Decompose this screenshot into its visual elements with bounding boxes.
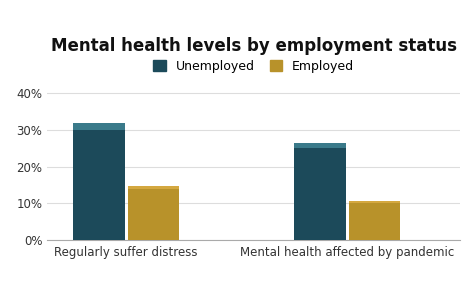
Bar [73,130,125,240]
Bar [128,189,179,240]
Bar [348,201,400,203]
Bar [294,143,346,148]
Bar [73,123,125,130]
Bar [128,186,179,189]
Title: Mental health levels by employment status: Mental health levels by employment statu… [51,38,456,55]
Bar [294,148,346,240]
Bar [348,203,400,240]
Legend: Unemployed, Employed: Unemployed, Employed [153,60,354,73]
